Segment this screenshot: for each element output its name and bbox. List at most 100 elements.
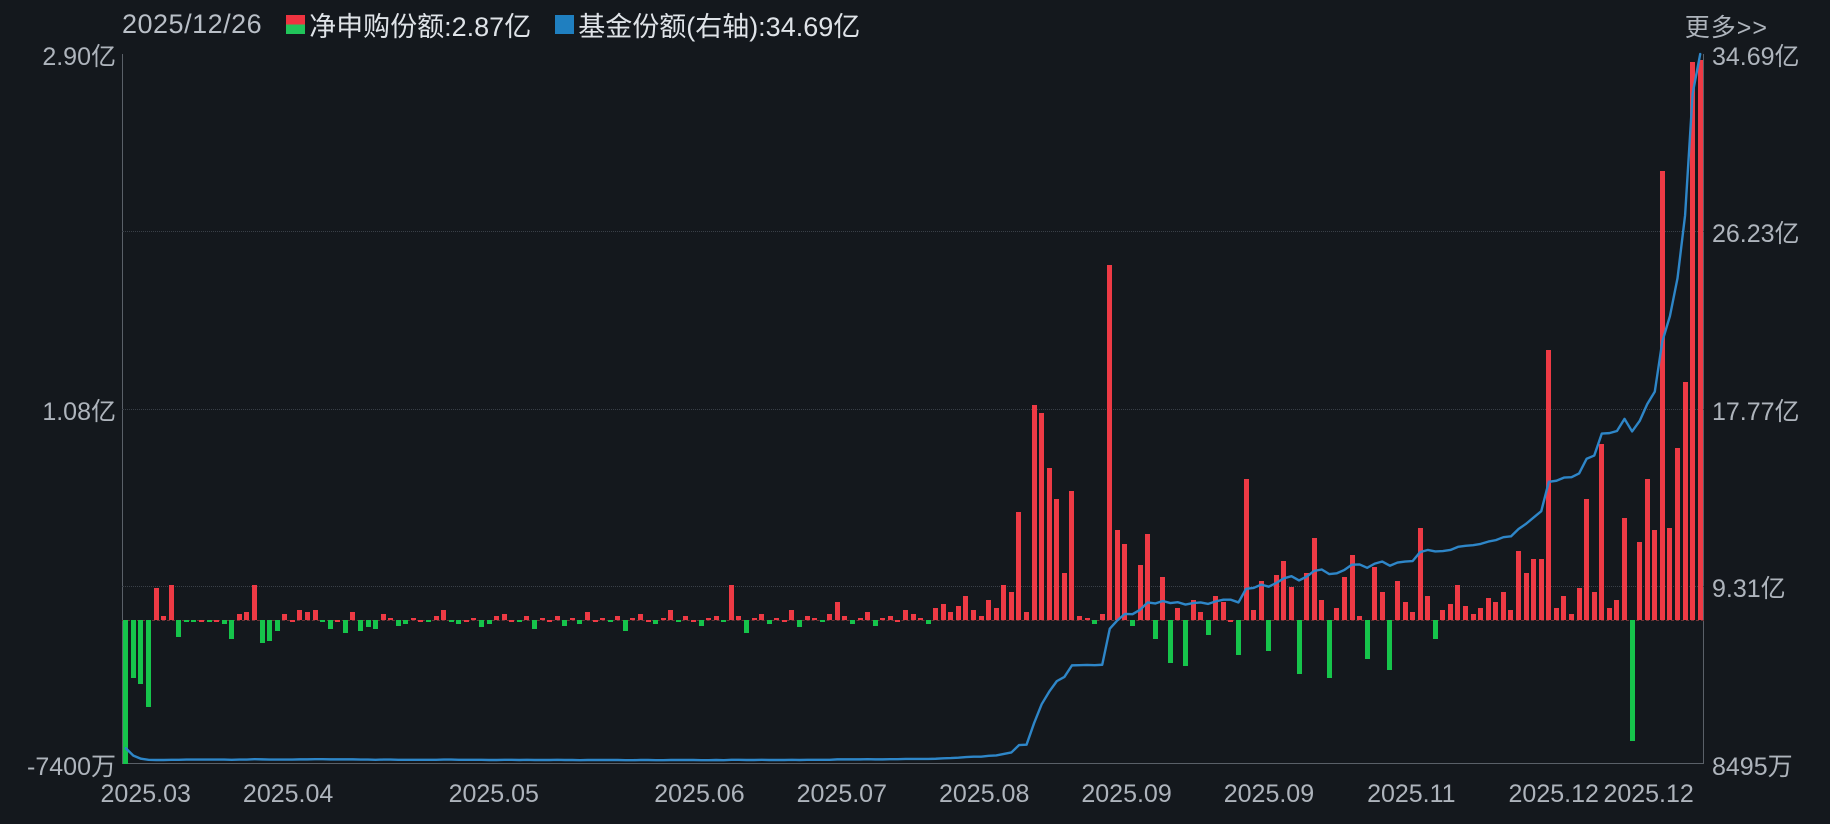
bar [1175,607,1181,620]
bar [1182,619,1188,667]
bar [1235,619,1241,655]
bar [1455,584,1461,620]
bar-series-net-subscription [122,54,1704,764]
bar [1629,619,1635,741]
bar [501,613,507,620]
bar [1001,584,1007,620]
bar [1152,619,1158,640]
bar [1130,619,1135,626]
bar [1008,592,1014,620]
bar [1652,529,1658,620]
bar [728,584,734,620]
bar [145,619,151,708]
bar [327,619,333,630]
bar [1447,604,1453,620]
bar [532,619,538,630]
legend-item-fund-shares[interactable]: 基金份额(右轴):34.69亿 [555,5,860,44]
bar [509,619,515,622]
bar [554,615,560,620]
bar [471,617,477,620]
bar [373,619,379,630]
legend-swatch-icon [286,15,306,34]
bar [547,619,553,622]
bar [910,613,916,620]
bar [1425,596,1431,620]
bar [221,619,227,624]
bar [1364,619,1370,659]
bar [516,619,522,622]
bar [198,619,204,622]
bar [562,619,568,626]
bar [918,617,924,620]
bar [622,619,628,632]
bar [365,619,371,628]
plot-area[interactable] [122,52,1704,764]
bar [380,613,386,620]
hover-date-label: 2025/12/26 [122,9,263,39]
bar [1228,619,1234,622]
bar [236,613,242,620]
bar [804,615,810,620]
bar [630,617,636,620]
bar [1341,576,1347,620]
bottom-axis-line [122,763,1704,764]
bar [463,619,469,622]
bar [251,584,257,620]
bar [539,617,545,620]
bar [1659,171,1665,620]
more-link[interactable]: 更多>> [1684,14,1768,42]
bar [350,611,356,620]
bar [955,606,961,620]
bar [796,619,802,628]
bar [774,617,780,620]
bar [388,617,394,620]
bar [872,619,878,626]
x-axis-tick-label: 2025.07 [796,780,887,808]
bar [183,619,189,622]
bar [1243,479,1249,620]
bar [1258,580,1264,620]
bar [1394,580,1400,620]
bar [690,619,696,622]
header-legend-group: 2025/12/26 净申购份额:2.87亿 基金份额(右轴):34.69亿 [122,5,860,44]
bar [653,619,659,624]
bar [1054,498,1060,620]
legend-item-net-subscription[interactable]: 净申购份额:2.87亿 [286,5,531,44]
bar [857,617,863,620]
bar [312,609,318,620]
bar [1553,607,1559,620]
bar [1251,609,1257,620]
bar [1213,596,1219,620]
bar [812,617,818,620]
bar [993,607,999,620]
left-axis-tick-label: 2.90亿 [42,43,116,71]
bar [1190,600,1196,620]
bar [1160,576,1166,620]
x-axis-tick-label: 2025.04 [242,780,334,808]
bar [766,619,772,624]
bar [698,619,704,626]
bar [880,617,886,620]
bar [1576,588,1582,620]
bar [1061,572,1067,620]
x-axis-tick-label: 2025.12 [1508,780,1599,808]
bar [849,619,855,624]
bar [660,617,666,620]
bar [1675,448,1680,620]
bar [600,617,606,620]
bar [577,619,583,624]
bar [645,619,651,622]
bar [479,619,485,628]
bar [706,617,712,620]
bar [1516,551,1522,620]
right-axis-tick-label: 9.31亿 [1712,575,1786,604]
bar [524,615,530,620]
bar [1304,572,1310,620]
bar [1205,619,1211,636]
bar [1531,559,1537,620]
bar [1637,541,1643,620]
bar [304,611,310,620]
bar [1470,613,1476,620]
bar [1167,619,1173,663]
